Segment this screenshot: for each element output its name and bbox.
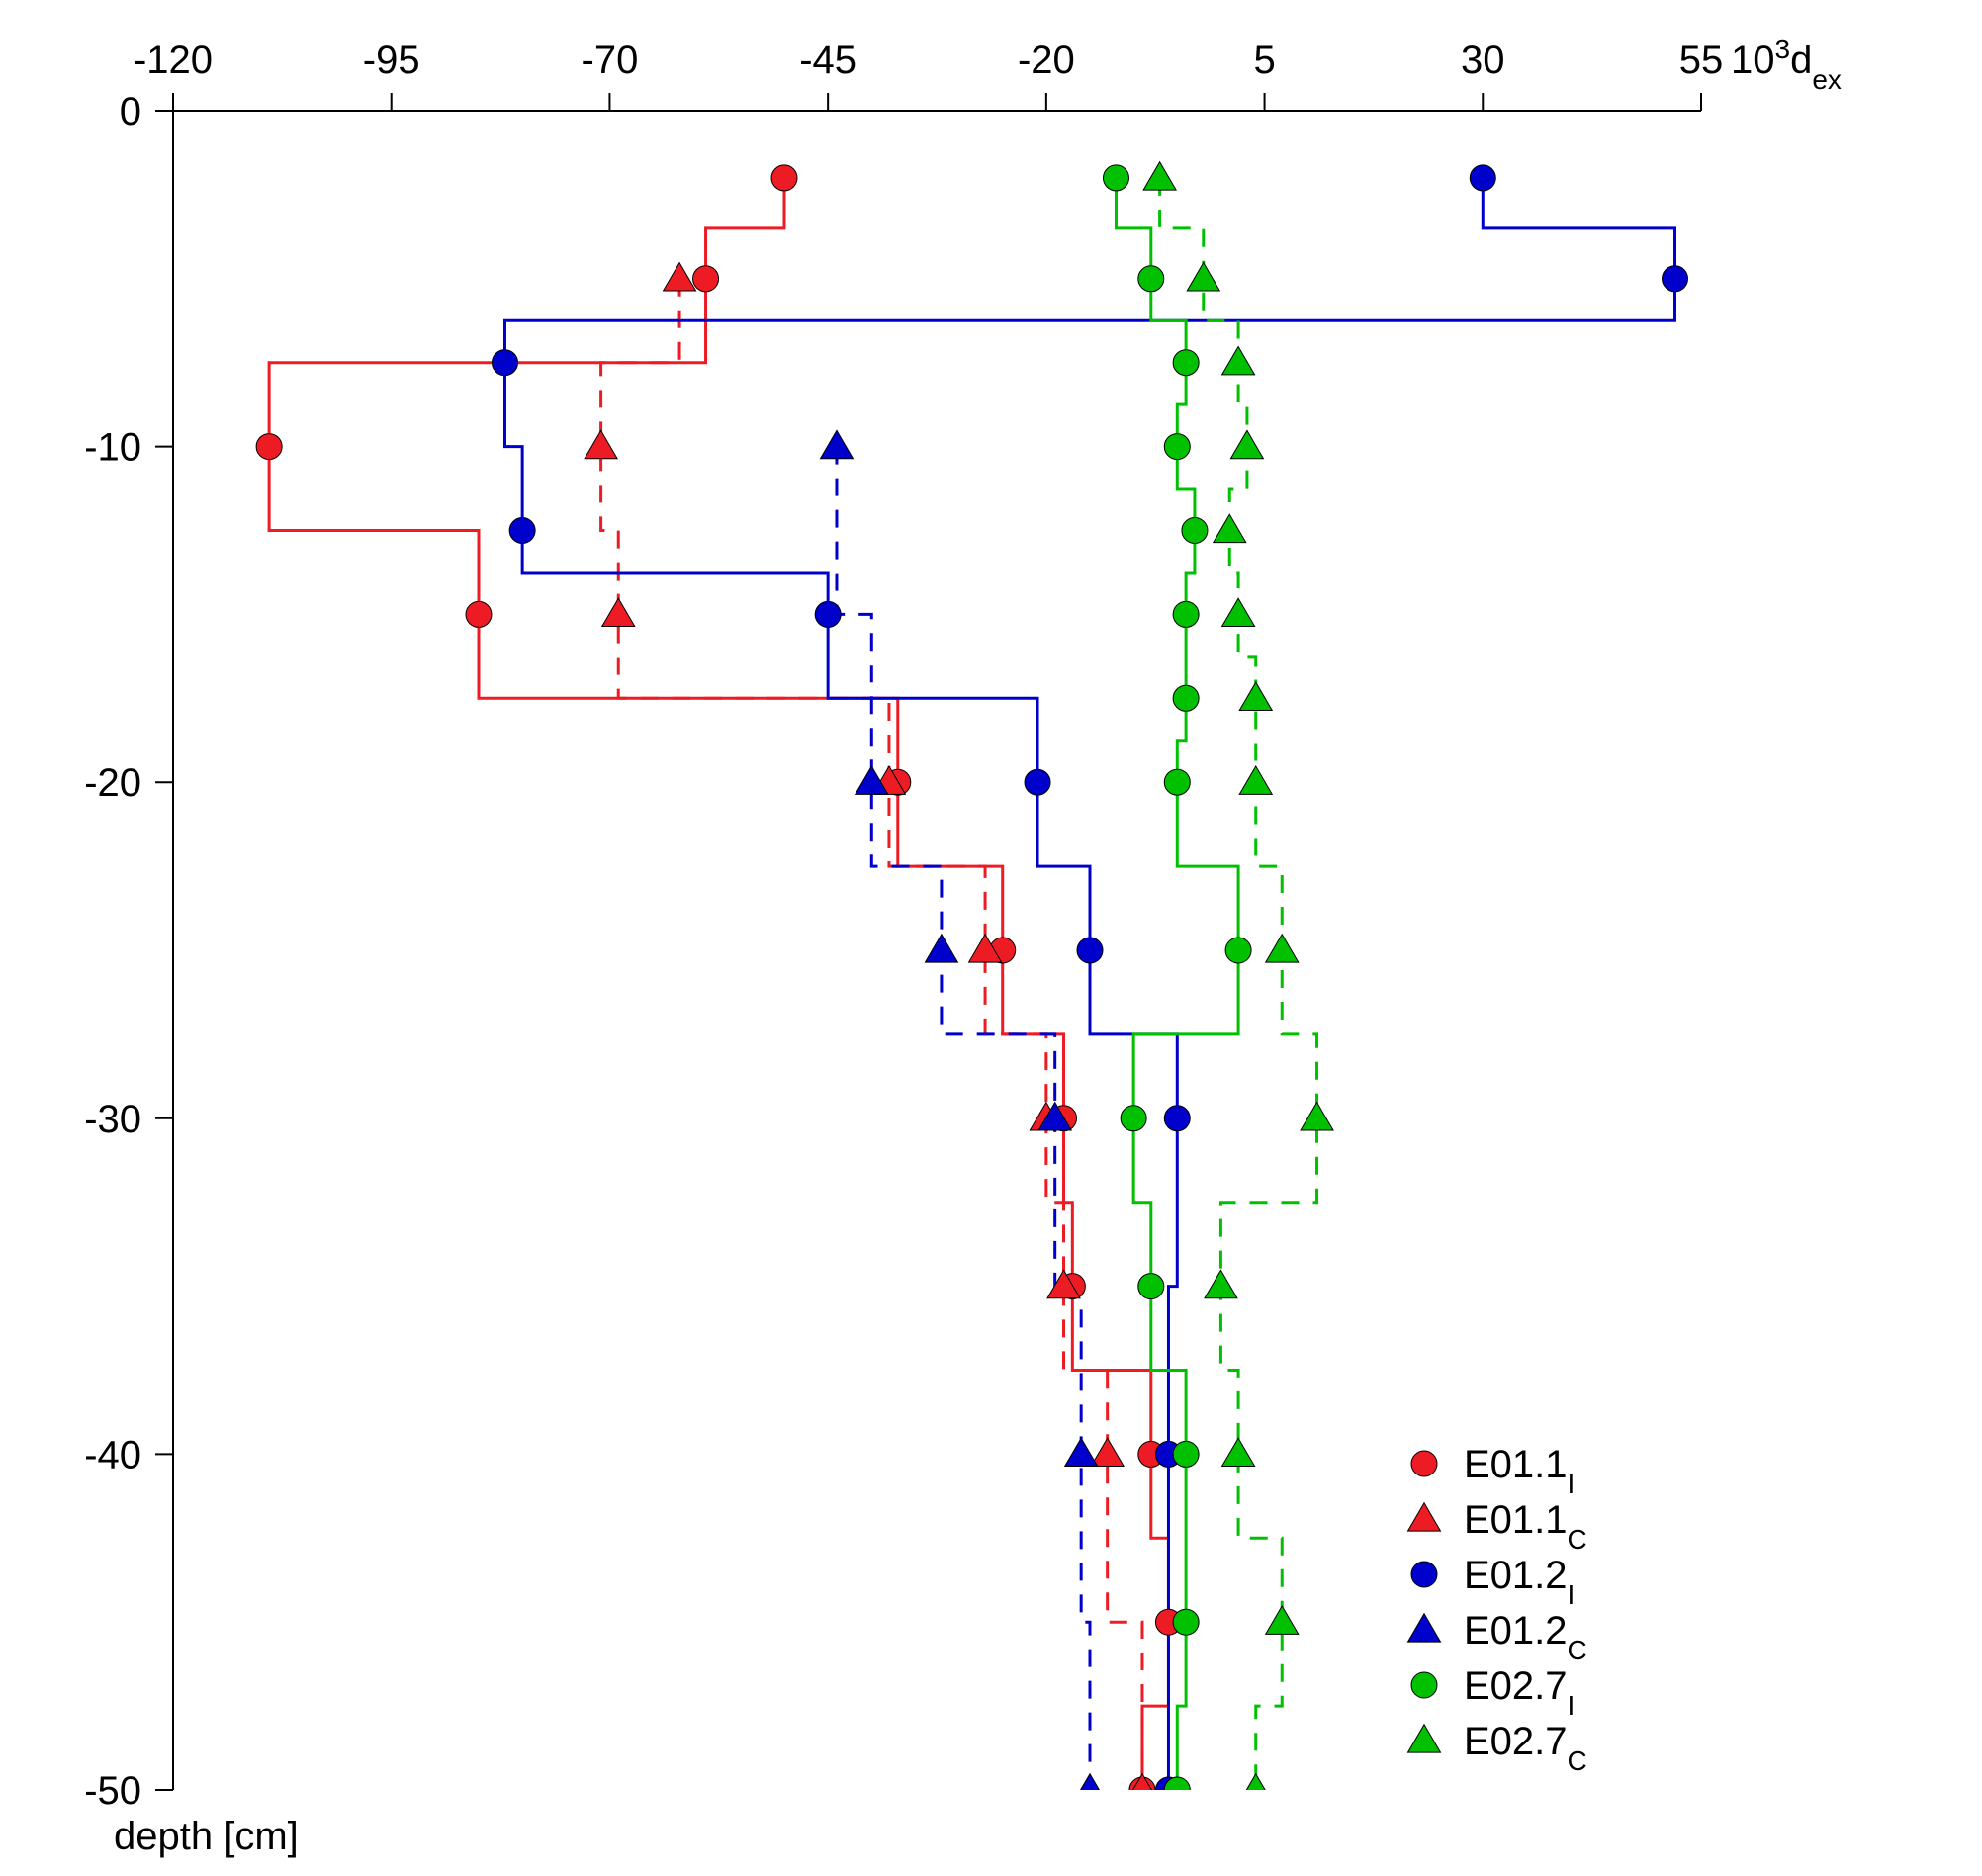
y-tick-label: -20 [84,761,141,805]
x-tick-label: 30 [1461,39,1505,82]
x-tick-label: -20 [1018,39,1075,82]
data-point-circle [693,266,719,292]
data-point-circle [771,165,797,191]
x-tick-label: -45 [799,39,856,82]
x-tick-label: -120 [134,39,213,82]
data-point-circle [1164,434,1190,460]
data-point-circle [509,518,535,544]
depth-profile-chart: -120-95-70-45-2053055103dex0-10-20-30-40… [0,0,1982,1876]
data-point-circle [1173,1441,1199,1467]
data-point-circle [815,601,841,627]
data-point-circle [1411,1672,1437,1698]
data-point-circle [1077,938,1103,963]
x-tick-label: -95 [363,39,420,82]
data-point-circle [1103,165,1128,191]
y-tick-label: -30 [84,1098,141,1141]
data-point-circle [1663,266,1688,292]
data-point-circle [1411,1562,1437,1587]
x-tick-label: -70 [582,39,639,82]
data-point-circle [1173,685,1199,711]
data-point-circle [1121,1106,1146,1131]
data-point-circle [256,434,282,460]
data-point-circle [1138,1274,1164,1299]
y-axis-title: depth [cm] [114,1815,299,1858]
data-point-circle [1182,518,1208,544]
y-tick-label: 0 [120,90,141,134]
data-point-circle [1164,769,1190,795]
chart-container: -120-95-70-45-2053055103dex0-10-20-30-40… [0,0,1982,1876]
data-point-circle [1138,266,1164,292]
data-point-circle [1173,601,1199,627]
x-tick-label: 55 [1679,39,1724,82]
data-point-circle [1225,938,1251,963]
data-point-circle [466,601,492,627]
data-point-circle [1173,1609,1199,1635]
y-tick-label: -40 [84,1433,141,1476]
data-point-circle [1173,350,1199,376]
data-point-circle [492,350,517,376]
data-point-circle [1164,1106,1190,1131]
x-tick-label: 5 [1253,39,1275,82]
data-point-circle [1411,1451,1437,1476]
y-tick-label: -50 [84,1769,141,1813]
data-point-circle [1470,165,1495,191]
data-point-circle [1025,769,1050,795]
y-tick-label: -10 [84,426,141,470]
